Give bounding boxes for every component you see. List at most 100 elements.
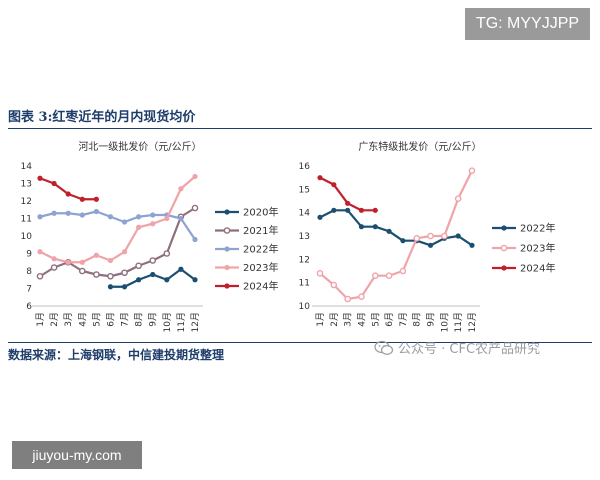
data-point: [164, 277, 170, 283]
data-point: [136, 224, 142, 230]
data-point: [37, 214, 43, 220]
data-point: [192, 236, 198, 243]
data-point: [468, 167, 476, 174]
data-point: [107, 257, 114, 264]
y-tick-label: 13: [299, 232, 310, 242]
legend-label: 2023年: [520, 242, 555, 255]
data-point: [372, 207, 378, 213]
y-tick-label: 14: [299, 209, 311, 219]
data-point: [454, 195, 462, 202]
data-point: [441, 232, 448, 240]
data-point: [121, 269, 128, 277]
y-tick-label: 16: [299, 162, 311, 172]
y-tick-label: 11: [21, 215, 32, 225]
x-tick-label: 1月: [35, 312, 46, 327]
data-point: [51, 210, 57, 216]
legend-label: 2022年: [520, 222, 555, 235]
chart-guangdong: 广东特级批发价（元/公斤） 10 11 12 13 14 15 16 1月 2月 3月 4月 5月 6月 7…: [299, 140, 556, 332]
x-tick-label: 6月: [105, 312, 116, 327]
y-tick-label: 15: [299, 185, 310, 195]
data-point: [372, 224, 378, 230]
data-point: [385, 272, 393, 279]
data-point: [178, 215, 184, 222]
x-tick-label: 10月: [162, 312, 173, 332]
data-point: [93, 208, 99, 215]
wechat-watermark: 公众号 · CFC农产品研究: [374, 338, 540, 357]
data-point: [107, 284, 114, 290]
data-point: [78, 267, 86, 275]
figure-title: 图表 3:红枣近年的月内现货均价: [8, 110, 196, 125]
legend-marker: [224, 283, 230, 289]
x-tick-label: 8月: [412, 312, 423, 327]
legend-marker: [501, 225, 507, 231]
data-point: [79, 212, 85, 218]
x-tick-label: 4月: [356, 312, 367, 327]
data-point: [135, 262, 142, 270]
x-tick-label: 12月: [190, 312, 201, 332]
data-point: [164, 215, 170, 222]
data-point: [121, 219, 128, 225]
data-point: [178, 186, 184, 192]
x-tick-label: 8月: [134, 312, 145, 327]
data-point: [413, 235, 421, 242]
data-point: [344, 295, 351, 303]
legend-marker: [224, 246, 230, 252]
data-point: [427, 242, 434, 248]
legend-marker: [223, 227, 231, 234]
x-tick-label: 3月: [343, 312, 354, 327]
legend-label: 2021年: [243, 224, 278, 237]
data-point: [150, 221, 156, 227]
series-line: [319, 209, 473, 247]
data-point: [136, 277, 142, 283]
top-watermark-badge: TG: MYYJJPP: [465, 8, 590, 40]
y-tick-label: 14: [21, 162, 33, 172]
y-tick-label: 6: [26, 302, 32, 312]
x-tick-label: 2月: [329, 312, 340, 327]
legend-label: 2020年: [243, 206, 278, 219]
data-point: [330, 281, 338, 289]
data-point: [79, 259, 85, 265]
x-tick-label: 2月: [49, 312, 60, 327]
data-point: [93, 271, 100, 278]
data-point: [163, 250, 171, 257]
data-point: [386, 228, 392, 234]
data-point: [93, 252, 99, 258]
y-tick-label: 12: [21, 197, 32, 207]
x-tick-label: 9月: [148, 312, 159, 327]
data-point: [51, 180, 57, 187]
data-point: [107, 214, 114, 220]
data-point: [50, 264, 58, 271]
legend-label: 2024年: [243, 280, 278, 293]
x-tick-label: 12月: [467, 312, 478, 332]
data-point: [400, 238, 406, 244]
data-point: [371, 272, 379, 279]
y-tick-label: 13: [21, 180, 32, 190]
data-point: [358, 224, 365, 230]
data-point: [331, 182, 337, 188]
data-point: [37, 249, 43, 255]
data-point: [65, 210, 71, 216]
data-point: [149, 257, 157, 264]
data-point: [121, 249, 128, 255]
data-point: [192, 173, 198, 180]
wechat-label: 公众号 · CFC农产品研究: [398, 342, 541, 357]
x-tick-label: 11月: [176, 312, 187, 332]
data-point: [93, 196, 99, 202]
data-point: [316, 270, 324, 277]
series-line: [39, 210, 196, 241]
chart-hebei: 河北一级批发价（元/公斤） 6 7 8 9 10 11 12 13 14 1月 2月 3月 4月 5月 6月 7…: [21, 140, 279, 332]
data-point: [150, 271, 156, 278]
y-tick-label: 11: [299, 279, 310, 289]
chart-title: 河北一级批发价（元/公斤）: [78, 140, 201, 153]
data-point: [469, 242, 475, 248]
y-tick-label: 8: [26, 267, 32, 277]
data-source: 数据来源：上海钢联，中信建投期货整理: [8, 348, 225, 362]
data-point: [317, 175, 323, 181]
x-tick-label: 6月: [384, 312, 395, 327]
legend-marker: [224, 209, 230, 215]
x-tick-label: 5月: [91, 312, 102, 327]
data-point: [65, 191, 71, 197]
data-point: [455, 233, 461, 239]
x-tick-label: 3月: [63, 312, 74, 327]
